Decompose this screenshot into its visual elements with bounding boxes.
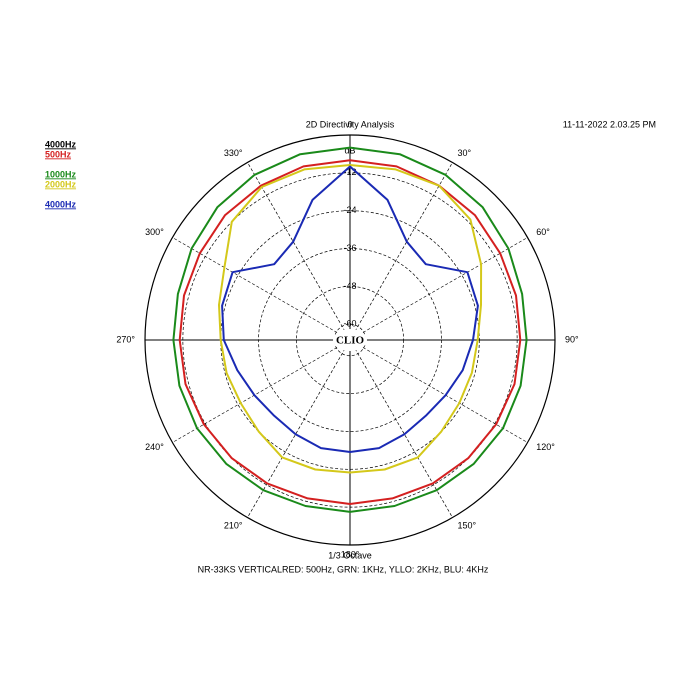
legend-entry: 2000Hz xyxy=(45,179,77,189)
polar-line xyxy=(218,164,483,474)
r-tick-label: -24 xyxy=(343,205,356,215)
spoke xyxy=(247,162,351,341)
theta-tick-label: 180° xyxy=(341,549,360,559)
legend-entry: 500Hz xyxy=(45,149,72,159)
theta-tick-label: 270° xyxy=(116,334,135,344)
theta-tick-label: 150° xyxy=(458,521,477,531)
r-tick-label: -36 xyxy=(343,243,356,253)
polar-line xyxy=(172,146,528,513)
logo: CLIO xyxy=(336,335,365,347)
polar-line xyxy=(221,165,479,453)
theta-tick-label: 90° xyxy=(565,334,579,344)
r-tick-label: -60 xyxy=(343,319,356,329)
r-axis-label: dB xyxy=(344,145,355,155)
subtitle: 1/3 Octave xyxy=(328,550,372,560)
logo-bg xyxy=(333,329,367,351)
theta-tick-label: 30° xyxy=(458,148,472,158)
caption: NR-33KS VERTICALRED: 500Hz, GRN: 1KHz, Y… xyxy=(198,564,489,574)
polar-line xyxy=(178,159,522,505)
theta-tick-label: 300° xyxy=(145,227,164,237)
spoke xyxy=(247,339,351,518)
spoke xyxy=(349,339,528,443)
theta-tick-label: 240° xyxy=(145,442,164,452)
theta-tick-label: 60° xyxy=(536,227,550,237)
legend-entry: 1000Hz xyxy=(45,169,77,179)
legend-header: 4000Hz xyxy=(45,139,77,149)
theta-tick-label: 0 xyxy=(347,119,352,129)
spoke xyxy=(349,162,453,341)
theta-tick-label: 120° xyxy=(536,442,555,452)
r-tick-label: -48 xyxy=(343,281,356,291)
chart-title: 2D Directivity Analysis xyxy=(306,119,395,129)
r-tick-label: -12 xyxy=(343,167,356,177)
theta-tick-label: 330° xyxy=(224,148,243,158)
legend-entry: 4000Hz xyxy=(45,199,77,209)
spoke xyxy=(349,237,528,341)
spoke xyxy=(172,339,351,443)
spoke xyxy=(349,339,453,518)
timestamp: 11-11-2022 2.03.25 PM xyxy=(563,119,656,129)
spoke xyxy=(172,237,351,341)
theta-tick-label: 210° xyxy=(224,521,243,531)
